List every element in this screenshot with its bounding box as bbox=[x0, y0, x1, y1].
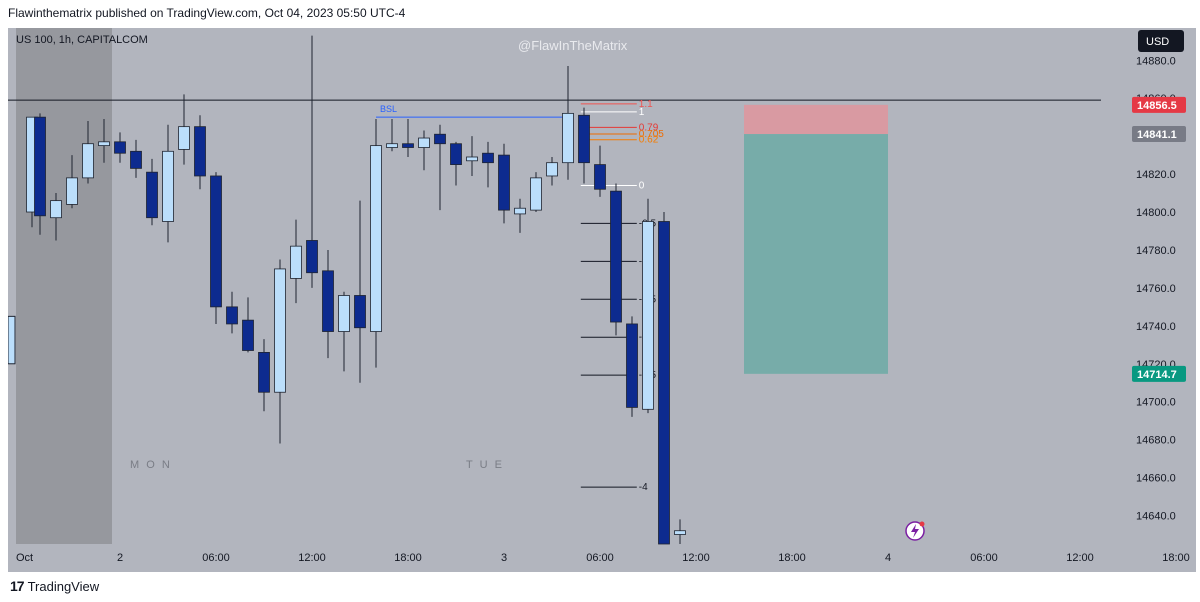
candle-body[interactable] bbox=[402, 143, 414, 148]
candle-body[interactable] bbox=[562, 112, 574, 164]
day-label: T U E bbox=[466, 459, 504, 471]
candle-body[interactable] bbox=[418, 137, 430, 148]
bsl-label: BSL bbox=[380, 104, 397, 114]
session-shade bbox=[16, 28, 112, 544]
x-tick-label: 06:00 bbox=[970, 552, 998, 564]
lightning-bolt-icon bbox=[911, 524, 919, 538]
candle-body[interactable] bbox=[66, 177, 78, 205]
y-tick-label: 14680.0 bbox=[1136, 435, 1176, 447]
candle-body[interactable] bbox=[450, 143, 462, 165]
x-tick-label: 06:00 bbox=[586, 552, 614, 564]
candle-body[interactable] bbox=[114, 141, 126, 154]
price-tag bbox=[1132, 96, 1186, 113]
fib-level-label: 1.1 bbox=[639, 99, 653, 110]
candle-body[interactable] bbox=[178, 126, 190, 150]
candlestick-chart[interactable]: @FlawInTheMatrix US 100, 1h, CAPITALCOM M … bbox=[7, 28, 1196, 572]
candle-body[interactable] bbox=[274, 268, 286, 393]
x-tick-label: 4 bbox=[885, 552, 891, 564]
candle-body[interactable] bbox=[354, 295, 366, 329]
partial-candle bbox=[7, 315, 16, 365]
footer: 17 TradingView bbox=[10, 578, 99, 594]
y-tick-label: 14820.0 bbox=[1136, 169, 1176, 181]
y-tick-label: 14700.0 bbox=[1136, 397, 1176, 409]
y-tick-label: 14880.0 bbox=[1136, 55, 1176, 67]
candle-body[interactable] bbox=[210, 175, 222, 308]
candle-body[interactable] bbox=[466, 156, 478, 162]
fib-level-label: 0.705 bbox=[639, 129, 664, 140]
symbol-label: US 100, 1h, CAPITALCOM bbox=[16, 34, 148, 46]
price-tag bbox=[1132, 126, 1186, 143]
target-zone[interactable] bbox=[744, 134, 888, 374]
candle-body[interactable] bbox=[610, 190, 622, 323]
candle-body[interactable] bbox=[498, 154, 510, 211]
candle-body[interactable] bbox=[50, 200, 62, 219]
y-tick-label: 14740.0 bbox=[1136, 321, 1176, 333]
candle-body[interactable] bbox=[658, 221, 670, 545]
x-tick-label: 06:00 bbox=[202, 552, 230, 564]
x-tick-label: Oct bbox=[16, 552, 33, 564]
fib-level-label: 0.79 bbox=[639, 122, 659, 133]
tradingview-logo-icon: 17 bbox=[10, 578, 25, 594]
candle-body[interactable] bbox=[514, 207, 526, 215]
candle-body[interactable] bbox=[226, 306, 238, 325]
candle-body[interactable] bbox=[386, 143, 398, 148]
day-label: M O N bbox=[130, 459, 172, 471]
price-tag-label: 14841.1 bbox=[1137, 129, 1177, 141]
x-tick-label: 18:00 bbox=[1162, 552, 1190, 564]
candle-body[interactable] bbox=[290, 245, 302, 279]
candle-body[interactable] bbox=[258, 351, 270, 393]
candle-body[interactable] bbox=[370, 145, 382, 332]
candle-body[interactable] bbox=[546, 162, 558, 177]
fib-level-label: -4 bbox=[639, 482, 648, 493]
fib-level-label: 0 bbox=[639, 180, 645, 191]
candle-body[interactable] bbox=[194, 126, 206, 177]
x-tick-label: 18:00 bbox=[778, 552, 806, 564]
y-tick-label: 14660.0 bbox=[1136, 473, 1176, 485]
candle-body[interactable] bbox=[626, 323, 638, 408]
x-tick-label: 12:00 bbox=[1066, 552, 1094, 564]
footer-brand: TradingView bbox=[27, 578, 100, 594]
stop-zone[interactable] bbox=[744, 104, 888, 135]
candle-body[interactable] bbox=[530, 177, 542, 211]
x-tick-label: 18:00 bbox=[394, 552, 422, 564]
fib-level-label: 1 bbox=[639, 107, 645, 118]
candle-body[interactable] bbox=[578, 114, 590, 164]
price-tag bbox=[1132, 365, 1186, 382]
notification-dot bbox=[919, 521, 925, 527]
candle-body[interactable] bbox=[162, 150, 174, 222]
chart-pane[interactable]: @FlawInTheMatrix US 100, 1h, CAPITALCOM M … bbox=[7, 28, 1196, 572]
candle-body[interactable] bbox=[338, 295, 350, 332]
x-tick-label: 3 bbox=[501, 552, 507, 564]
candle-body[interactable] bbox=[146, 171, 158, 219]
candle-body[interactable] bbox=[130, 150, 142, 169]
price-tag-label: 14714.7 bbox=[1137, 369, 1177, 381]
x-tick-label: 12:00 bbox=[298, 552, 326, 564]
x-tick-label: 2 bbox=[117, 552, 123, 564]
candle-body[interactable] bbox=[82, 143, 94, 179]
y-tick-label: 14800.0 bbox=[1136, 207, 1176, 219]
candle-body[interactable] bbox=[434, 133, 446, 145]
candle-body[interactable] bbox=[594, 164, 606, 190]
y-tick-label: 14780.0 bbox=[1136, 245, 1176, 257]
price-tag-label: 14856.5 bbox=[1137, 100, 1177, 112]
candle-body[interactable] bbox=[482, 152, 494, 164]
candle-body[interactable] bbox=[98, 141, 110, 147]
candle-body[interactable] bbox=[306, 240, 318, 274]
candle-body[interactable] bbox=[242, 319, 254, 351]
candle-body[interactable] bbox=[34, 116, 46, 217]
candle-body[interactable] bbox=[674, 530, 686, 535]
y-tick-label: 14640.0 bbox=[1136, 511, 1176, 523]
currency-label: USD bbox=[1146, 36, 1169, 48]
watermark: @FlawInTheMatrix bbox=[518, 38, 628, 53]
x-tick-label: 12:00 bbox=[682, 552, 710, 564]
candle-body[interactable] bbox=[642, 221, 654, 410]
publish-header: Flawinthematrix published on TradingView… bbox=[8, 6, 406, 20]
candle-body[interactable] bbox=[322, 270, 334, 332]
currency-button[interactable] bbox=[1138, 30, 1184, 52]
fib-level-label: 0.62 bbox=[639, 135, 659, 146]
y-tick-label: 14760.0 bbox=[1136, 283, 1176, 295]
